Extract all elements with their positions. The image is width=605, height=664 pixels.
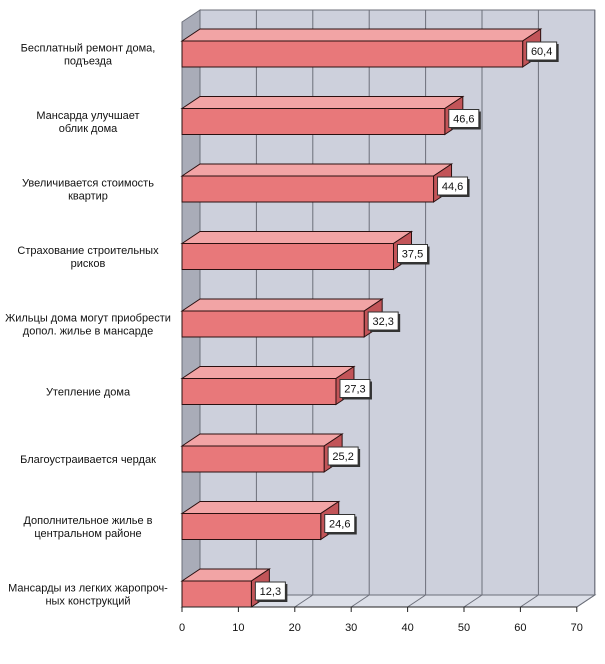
bar-front-face (181, 108, 446, 135)
x-tick-label: 20 (289, 622, 301, 634)
category-label: Мансарды из легких жаропроч-ных конструк… (8, 583, 168, 608)
category-label: Благоустраивается чердак (20, 454, 156, 466)
category-label: Страхование строительных рисков (17, 245, 159, 270)
bar-front-face (181, 445, 325, 473)
bar-top-face (180, 163, 454, 177)
x-tick-label: 70 (571, 622, 583, 634)
bar-front-face (181, 175, 435, 203)
x-tick-label: 10 (232, 622, 244, 634)
category-label: Жильцы дома могут приобрести допол. жилье… (5, 313, 171, 338)
category-label: Утепление дома (46, 387, 131, 399)
category-label: Мансарда улучшает облик дома (36, 110, 139, 135)
bar-front-face (181, 310, 365, 338)
bar-top-face (180, 433, 344, 447)
floor-grid-line (350, 594, 370, 608)
value-label-box (339, 379, 371, 398)
floor-grid-line (407, 594, 426, 608)
floor-grid-line (463, 594, 483, 608)
bar: 27,3 (180, 365, 372, 406)
category-label: Дополнительное жилье в центральном районе (23, 515, 152, 540)
value-label-box (437, 176, 469, 196)
bar-top-face (180, 96, 465, 109)
floor-grid-line (576, 594, 596, 608)
bar-front-face (181, 580, 252, 608)
bar: 44,6 (180, 163, 470, 203)
bars: 60,4 46,6 44,6 37,5 32,3 27,3 25,2 24,6 12,3 (180, 28, 559, 608)
bar-top-face (180, 501, 341, 514)
value-label: 46,6 (453, 114, 474, 126)
bar: 32,3 (180, 298, 401, 338)
value-label: 24,6 (329, 519, 350, 531)
value-label-box (254, 581, 286, 601)
value-label-box (397, 244, 428, 263)
x-tick-label: 60 (514, 622, 526, 634)
value-label-box (327, 446, 359, 466)
value-label-box (526, 41, 558, 61)
value-label: 60,4 (531, 46, 552, 58)
value-label: 44,6 (442, 181, 463, 193)
bar: 37,5 (180, 230, 430, 271)
bar-top-face (180, 28, 543, 42)
floor-grid-line (520, 594, 539, 608)
floor-grid-line (294, 594, 314, 608)
value-label: 25,2 (332, 451, 353, 463)
bar-front-face (181, 243, 394, 270)
bar-front-face (181, 513, 322, 540)
category-label: Бесплатный ремонт дома, подъезда (21, 43, 156, 68)
bar: 24,6 (180, 500, 357, 541)
bar: 60,4 (180, 28, 559, 68)
bar: 12,3 (180, 568, 288, 608)
value-label: 12,3 (260, 586, 281, 598)
category-labels: Бесплатный ремонт дома, подъезда Мансарда … (5, 43, 171, 608)
value-label-box (448, 109, 480, 128)
x-tick-label: 30 (345, 622, 357, 634)
bar-front-face (181, 378, 337, 405)
bar-top-face (180, 231, 414, 244)
bar-front-face (181, 40, 524, 68)
x-tick-label: 40 (401, 622, 413, 634)
value-label: 37,5 (402, 249, 423, 261)
bar: 25,2 (180, 433, 361, 473)
bar: 46,6 (180, 95, 481, 136)
value-label: 32,3 (372, 316, 393, 328)
value-label: 27,3 (344, 384, 365, 396)
value-label-box (367, 311, 399, 331)
category-label: Увеличивается стоимость квартир (22, 178, 154, 203)
value-label-box (324, 514, 356, 533)
x-tick-label: 50 (458, 622, 470, 634)
bar-top-face (180, 366, 356, 379)
x-tick-label: 0 (179, 622, 185, 634)
x-axis-ticks: 0 10 20 30 40 50 60 70 (179, 606, 583, 634)
bar-top-face (180, 298, 384, 312)
